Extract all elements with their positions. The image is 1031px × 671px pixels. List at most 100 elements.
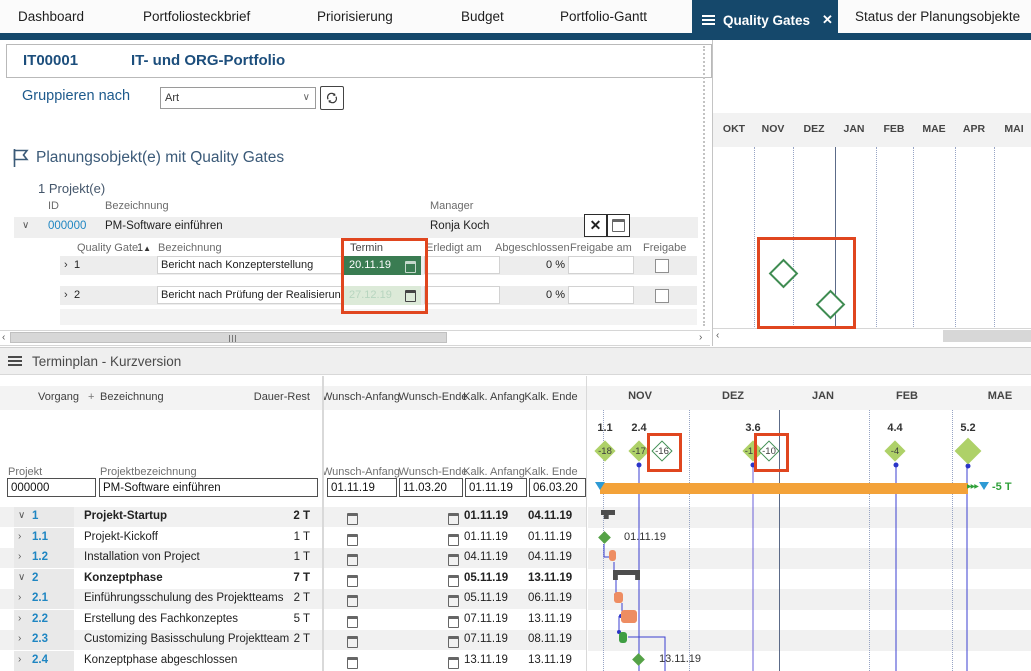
scroll-right-icon[interactable]: ›	[699, 331, 702, 344]
calendar-icon[interactable]	[347, 616, 358, 628]
calendar-icon[interactable]	[448, 513, 459, 525]
chevron-down-icon[interactable]: ∨	[18, 510, 25, 521]
chevron-right-icon[interactable]: ›	[18, 654, 21, 665]
tab-portfoliosteckbrief[interactable]: Portfoliosteckbrief	[143, 0, 250, 33]
menu-icon[interactable]	[8, 356, 22, 358]
refresh-button[interactable]	[320, 86, 344, 110]
scroll-thumb[interactable]	[10, 332, 447, 343]
milestone-diamond-outlined[interactable]: -10	[757, 440, 781, 462]
gantt-splitter[interactable]	[586, 376, 587, 671]
task-bar-2-2[interactable]	[621, 610, 637, 623]
scroll-thumb[interactable]	[943, 330, 1031, 342]
chevron-down-icon[interactable]: ∨	[22, 220, 29, 231]
project-id-input[interactable]: 000000	[7, 478, 96, 497]
wunsch-anfang-input[interactable]: 01.11.19	[327, 478, 397, 497]
section-title: Planungsobjekt(e) mit Quality Gates	[36, 149, 284, 167]
summary-bar-2[interactable]	[613, 570, 640, 580]
calendar-icon[interactable]	[448, 534, 459, 546]
task-row[interactable]: ∨ 2 Konzeptphase 7 T 05.11.19 13.11.19	[0, 569, 586, 589]
milestone-diamond[interactable]	[955, 438, 981, 464]
column-splitter[interactable]	[322, 376, 324, 671]
calendar-icon[interactable]	[405, 290, 416, 302]
gate-termin-cell[interactable]: 27.12.19	[344, 286, 421, 305]
month-gridline	[869, 410, 870, 671]
gate-termin-cell[interactable]: 20.11.19	[344, 256, 421, 275]
freigabe-checkbox[interactable]	[655, 259, 669, 273]
tab-status-planungsobjekte[interactable]: Status der Planungsobjekte	[855, 0, 1020, 33]
chevron-right-icon[interactable]: ›	[18, 633, 21, 644]
milestone-diamond[interactable]: -17	[627, 440, 651, 462]
calendar-icon[interactable]	[405, 261, 416, 273]
gate-row-1[interactable]: › 1 Bericht nach Konzepterstellung 20.11…	[60, 256, 697, 275]
tab-priorisierung[interactable]: Priorisierung	[317, 0, 393, 33]
scroll-left-icon[interactable]: ‹	[716, 329, 719, 342]
chevron-right-icon[interactable]: ›	[64, 259, 68, 271]
add-column-icon[interactable]: +	[88, 391, 94, 403]
timeline-hscrollbar[interactable]: ‹	[713, 328, 1031, 343]
freigabe-checkbox[interactable]	[655, 289, 669, 303]
gate-freigabe-am-cell[interactable]	[568, 256, 634, 274]
chevron-right-icon[interactable]: ›	[18, 551, 21, 562]
task-row[interactable]: › 2.2 Erstellung des Fachkonzeptes 5 T 0…	[0, 610, 586, 630]
project-row[interactable]: ∨ 000000 PM-Software einführen Ronja Koc…	[14, 217, 698, 238]
calendar-icon[interactable]	[347, 534, 358, 546]
tab-budget[interactable]: Budget	[461, 0, 504, 33]
menu-icon[interactable]	[702, 15, 715, 17]
gate-milestone-diamond-2[interactable]	[816, 290, 846, 320]
tab-dashboard[interactable]: Dashboard	[18, 0, 84, 33]
chevron-down-icon[interactable]: ∨	[18, 572, 25, 583]
calendar-icon[interactable]	[347, 657, 358, 669]
calendar-icon[interactable]	[347, 636, 358, 648]
calendar-icon[interactable]	[448, 616, 459, 628]
chevron-right-icon[interactable]: ›	[18, 592, 21, 603]
qg-vscroll-track[interactable]	[703, 46, 705, 326]
task-row[interactable]: › 2.3 Customizing Basisschulung Projektt…	[0, 630, 586, 650]
task-bar-1-2[interactable]	[609, 550, 616, 561]
gate-row-2[interactable]: › 2 Bericht nach Prüfung der Realisierun…	[60, 286, 697, 305]
chevron-right-icon[interactable]: ›	[18, 531, 21, 542]
calendar-icon[interactable]	[448, 657, 459, 669]
milestone-diamond[interactable]: -4	[883, 440, 907, 462]
calendar-icon[interactable]	[347, 554, 358, 566]
group-by-select[interactable]: Art ∨	[160, 87, 316, 109]
task-row[interactable]: › 2.4 Konzeptphase abgeschlossen 13.11.1…	[0, 651, 586, 671]
project-id-link[interactable]: 000000	[48, 220, 86, 232]
milestone-diamond[interactable]: -18	[593, 440, 617, 462]
calendar-icon[interactable]	[448, 636, 459, 648]
chevron-right-icon[interactable]: ›	[64, 289, 68, 301]
calendar-icon[interactable]	[448, 554, 459, 566]
task-row[interactable]: › 1.2 Installation von Project 1 T 04.11…	[0, 548, 586, 568]
gate-erledigt-cell[interactable]	[424, 286, 500, 304]
task-row[interactable]: › 1.1 Projekt-Kickoff 1 T 01.11.19 01.11…	[0, 528, 586, 548]
delete-button[interactable]: ✕	[584, 214, 607, 237]
calendar-icon[interactable]	[347, 513, 358, 525]
calendar-icon[interactable]	[448, 595, 459, 607]
tab-portfolio-gantt[interactable]: Portfolio-Gantt	[560, 0, 647, 33]
tab-quality-gates[interactable]: Quality Gates ✕	[692, 0, 838, 40]
calendar-icon[interactable]	[448, 575, 459, 587]
milestone-kickoff[interactable]	[598, 531, 611, 544]
milestone-diamond-outlined[interactable]: -16	[650, 440, 674, 462]
sort-indicator[interactable]: 1▲	[137, 242, 151, 254]
close-icon[interactable]: ✕	[822, 12, 833, 28]
qg-hscrollbar[interactable]: ‹ ›	[0, 330, 710, 346]
scroll-left-icon[interactable]: ‹	[2, 331, 5, 344]
gate-erledigt-cell[interactable]	[424, 256, 500, 274]
wunsch-ende-input[interactable]: 11.03.20	[399, 478, 463, 497]
project-name-input[interactable]: PM-Software einführen	[99, 478, 318, 497]
milestone-phase-end[interactable]	[632, 653, 645, 666]
task-row[interactable]: ∨ 1 Projekt-Startup 2 T 01.11.19 04.11.1…	[0, 507, 586, 527]
gate-name-cell[interactable]: Bericht nach Konzepterstellung	[157, 256, 342, 274]
calendar-icon[interactable]	[347, 575, 358, 587]
chevron-right-icon[interactable]: ›	[18, 613, 21, 624]
task-bar-2-3[interactable]	[619, 632, 627, 643]
gate-freigabe-am-cell[interactable]	[568, 286, 634, 304]
gate-name-cell[interactable]: Bericht nach Prüfung der Realisierung	[157, 286, 342, 304]
calendar-button[interactable]	[607, 214, 630, 237]
kalk-anfang-input[interactable]: 01.11.19	[465, 478, 527, 497]
task-row[interactable]: › 2.1 Einführungsschulung des Projekttea…	[0, 589, 586, 609]
task-bar-2-1[interactable]	[614, 592, 623, 603]
calendar-icon[interactable]	[347, 595, 358, 607]
project-bar[interactable]	[600, 483, 968, 494]
kalk-ende-input[interactable]: 06.03.20	[529, 478, 586, 497]
